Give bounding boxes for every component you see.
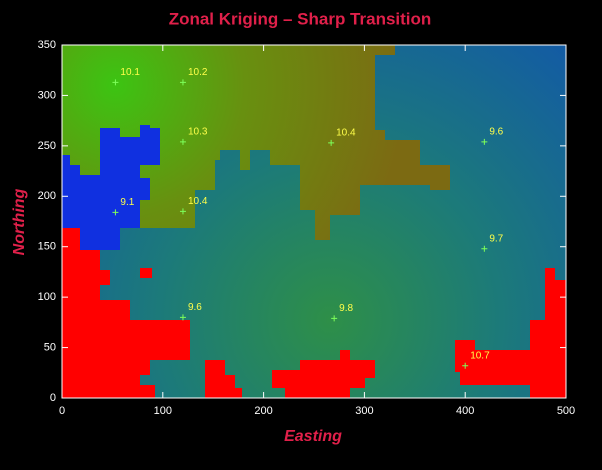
field [62,45,566,398]
value-label: 10.7 [470,350,490,361]
x-axis-label: Easting [284,428,342,445]
y-tick-label: 250 [38,140,56,152]
y-tick-label: 350 [38,39,56,51]
x-tick-label: 300 [355,405,373,417]
blue-zone [62,125,160,275]
sample-point [179,208,186,215]
x-tick-label: 200 [254,405,272,417]
x-tick-label: 100 [154,405,172,417]
sample-point [331,315,338,322]
y-tick-label: 150 [38,241,56,253]
red-zone [272,350,375,398]
chart-title: Zonal Kriging – Sharp Transition [169,9,432,28]
plot-frame [61,44,567,399]
red-zone [455,268,566,398]
value-label: 10.4 [188,196,208,207]
sample-point [328,139,335,146]
y-tick-label: 100 [38,291,56,303]
x-tick-label: 400 [456,405,474,417]
y-tick-label: 200 [38,190,56,202]
value-label: 9.1 [120,197,134,208]
green-zone [62,45,450,240]
red-zone [205,360,242,398]
sample-point [481,138,488,145]
value-label: 10.1 [120,67,140,78]
red-zone [140,268,152,278]
value-label: 10.3 [188,126,208,137]
y-tick-label: 300 [38,89,56,101]
value-label: 9.7 [489,233,503,244]
y-tick-label: 50 [44,341,56,353]
value-label: 10.2 [188,67,208,78]
y-axis-label: Northing [11,188,28,255]
x-tick-label: 500 [557,405,575,417]
value-label: 9.6 [489,126,503,137]
y-tick-label: 0 [50,392,56,404]
value-label: 10.4 [336,127,356,138]
x-tick-label: 0 [59,405,65,417]
sample-point [179,138,186,145]
sample-point [179,314,186,321]
value-label: 9.8 [339,303,353,314]
sample-point [462,362,469,369]
sample-point [112,79,119,86]
red-zone [62,228,190,398]
sample-point [481,245,488,252]
sample-point [112,209,119,216]
value-label: 9.6 [188,302,202,313]
sample-point [179,79,186,86]
